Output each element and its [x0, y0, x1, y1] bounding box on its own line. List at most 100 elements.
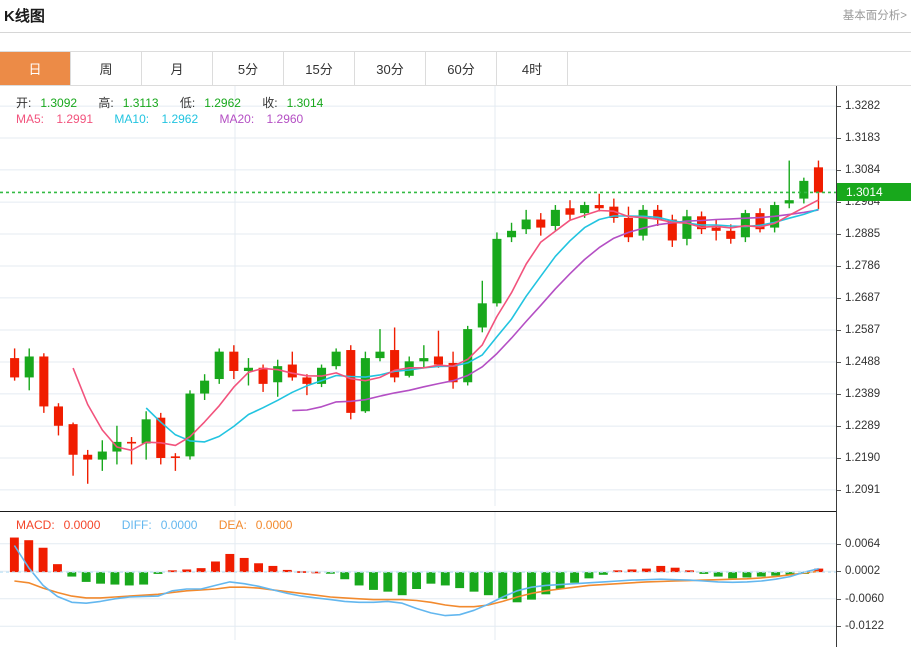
candle-body [580, 205, 590, 214]
tab-label: 日 [28, 62, 42, 77]
macd-bar [110, 572, 120, 585]
macd-axis: 0.0064 0.0002 -0.0060 -0.0122 [836, 512, 911, 647]
candlestick-plot [0, 86, 836, 506]
macd-bar [81, 572, 91, 582]
candle-body [68, 424, 78, 455]
tab-label: 4时 [521, 62, 543, 77]
macd-bar [656, 565, 666, 573]
macd-bar [225, 553, 235, 573]
macd-bar [455, 572, 465, 589]
macd-bar [541, 572, 551, 595]
macd-bar [742, 572, 752, 578]
candle-body [287, 364, 297, 378]
macd-bar [340, 572, 350, 580]
candle-body [609, 206, 619, 218]
macd-bar [756, 572, 766, 577]
candle-body [521, 219, 531, 230]
candle-body [24, 356, 34, 378]
macd-bar [412, 572, 422, 589]
candle-body [594, 205, 604, 209]
candle-body [273, 366, 283, 383]
candle-body [258, 367, 268, 384]
tab-filler [568, 52, 911, 85]
candle-body [477, 303, 487, 328]
price-tick-1: 1.3183 [836, 132, 880, 144]
candle-body [39, 356, 49, 407]
candle-body [185, 393, 195, 457]
macd-panel[interactable]: MACD: 0.0000 DIFF: 0.0000 DEA: 0.0000 0.006… [0, 512, 911, 647]
panel-divider [0, 511, 836, 512]
candle-body [697, 216, 707, 230]
fundamental-analysis-link[interactable]: 基本面分析> [842, 10, 907, 22]
candle-body [170, 456, 180, 458]
price-tick-5: 1.2786 [836, 260, 880, 272]
candle-body [492, 238, 502, 304]
macd-bar [53, 564, 62, 573]
tab-3[interactable]: 5分 [213, 52, 284, 85]
price-tick-4: 1.2885 [836, 228, 880, 240]
macd-bar [713, 572, 723, 577]
candle-body [419, 358, 429, 362]
price-tick-10: 1.2289 [836, 420, 880, 432]
chart-area: 开: 1.3092 高: 1.3113 低: 1.2962 收: 1.3014 MA5:… [0, 86, 911, 647]
candle-body [141, 419, 151, 444]
macd-bar [369, 572, 378, 590]
candle-body [346, 350, 356, 413]
tab-6[interactable]: 60分 [426, 52, 497, 85]
price-tick-7: 1.2587 [836, 324, 880, 336]
macd-bar [196, 568, 206, 573]
tab-1[interactable]: 周 [71, 52, 142, 85]
price-panel[interactable]: 开: 1.3092 高: 1.3113 低: 1.2962 收: 1.3014 MA5:… [0, 86, 911, 512]
macd-bar [670, 567, 680, 573]
tab-5[interactable]: 30分 [355, 52, 426, 85]
tab-label: 15分 [305, 62, 333, 77]
tab-4[interactable]: 15分 [284, 52, 355, 85]
price-tick-11: 1.2190 [836, 452, 880, 464]
macd-bar [9, 537, 19, 573]
macd-bar [771, 572, 781, 576]
macd-bar [440, 572, 450, 586]
page-title: K线图 [4, 8, 45, 25]
macd-bar [354, 572, 364, 586]
tab-label: 60分 [447, 62, 475, 77]
candle-body [799, 180, 809, 199]
page-header: K线图 基本面分析> [0, 0, 911, 33]
candle-body [536, 219, 546, 228]
price-tick-0: 1.3282 [836, 100, 880, 112]
price-tick-6: 1.2687 [836, 292, 880, 304]
macd-bar [153, 572, 163, 574]
candle-body [653, 209, 663, 220]
macd-bar [498, 572, 508, 599]
macd-bar [67, 572, 77, 577]
macd-bar [785, 572, 795, 575]
tab-0[interactable]: 日 [0, 52, 71, 85]
macd-bar [124, 572, 134, 586]
tab-label: 周 [99, 62, 113, 77]
candle-body [433, 356, 443, 365]
candle-body [53, 406, 63, 426]
current-price-badge: 1.3014 [837, 183, 911, 202]
macd-bar [728, 572, 738, 579]
macd-bar [211, 561, 220, 573]
macd-bar [311, 571, 321, 574]
macd-bar [96, 572, 106, 584]
candle-body [813, 167, 823, 193]
macd-plot [0, 512, 836, 640]
candle-body [390, 350, 400, 378]
tab-2[interactable]: 月 [142, 52, 213, 85]
tab-7[interactable]: 4时 [497, 52, 568, 85]
candle-body [229, 351, 239, 371]
macd-bar [24, 540, 34, 573]
price-axis: 1.3282 1.3183 1.3084 1.2984 1.2885 1.2786 1.26… [836, 86, 911, 512]
macd-bar [139, 572, 149, 585]
price-tick-8: 1.2488 [836, 356, 880, 368]
macd-tick-2: -0.0060 [836, 593, 884, 605]
tab-label: 30分 [376, 62, 404, 77]
macd-tick-3: -0.0122 [836, 620, 884, 632]
macd-bar [814, 568, 824, 573]
candle-body [667, 219, 677, 241]
macd-bar [325, 572, 335, 574]
macd-bar [167, 570, 177, 573]
candle-body [784, 200, 794, 204]
